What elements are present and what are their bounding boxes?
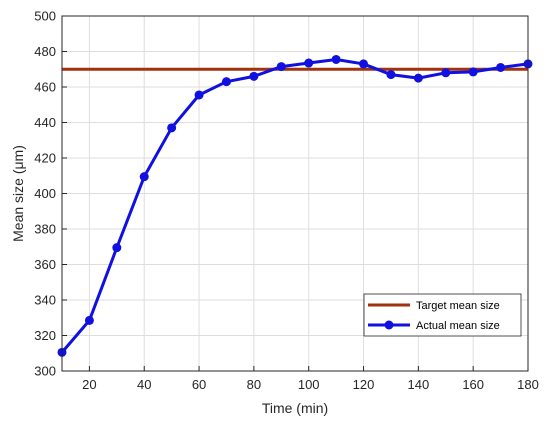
data-point (139, 172, 149, 182)
tick-labels: 20 40 60 80 100 120 140 160 180 300 320 340 360 380 40… (34, 9, 539, 393)
grid (62, 15, 529, 372)
y-tick-label: 320 (34, 328, 56, 343)
data-point (221, 77, 231, 87)
x-tick-label: 80 (247, 377, 261, 392)
series-line-1 (60, 57, 529, 354)
y-tick-label: 380 (34, 222, 56, 237)
y-tick-label: 460 (34, 80, 56, 95)
y-tick-label: 440 (34, 115, 56, 130)
data-point (194, 90, 204, 100)
data-point (496, 62, 506, 72)
data-point (386, 70, 396, 80)
x-tick-label: 60 (192, 377, 206, 392)
data-point (167, 123, 177, 133)
y-tick-label: 420 (34, 151, 56, 166)
x-tick-label: 120 (353, 377, 375, 392)
y-tick-label: 300 (34, 364, 56, 379)
legend-label-target: Target mean size (416, 300, 500, 312)
series-layer (57, 54, 533, 357)
x-tick-label: 160 (462, 377, 484, 392)
data-point (331, 54, 341, 64)
data-point (112, 243, 122, 253)
data-point (441, 68, 451, 78)
data-point (413, 73, 423, 83)
x-axis-label: Time (min) (262, 400, 328, 416)
data-point (276, 62, 286, 72)
data-point (304, 58, 314, 68)
data-point (359, 59, 369, 69)
x-tick-label: 100 (298, 377, 320, 392)
legend-marker-actual (384, 320, 394, 330)
data-point (468, 67, 478, 77)
y-axis-label: Mean size (μm) (10, 145, 26, 242)
y-tick-label: 340 (34, 293, 56, 308)
x-tick-label: 180 (517, 377, 539, 392)
x-tick-label: 40 (137, 377, 151, 392)
x-tick-label: 140 (408, 377, 430, 392)
legend: Target mean size Actual mean size (363, 293, 522, 337)
data-point (84, 315, 94, 325)
y-tick-label: 360 (34, 257, 56, 272)
x-tick-label: 20 (82, 377, 96, 392)
data-point (249, 71, 259, 81)
legend-label-actual: Actual mean size (416, 320, 500, 332)
y-tick-label: 480 (34, 44, 56, 59)
y-tick-label: 400 (34, 186, 56, 201)
y-tick-label: 500 (34, 9, 56, 24)
